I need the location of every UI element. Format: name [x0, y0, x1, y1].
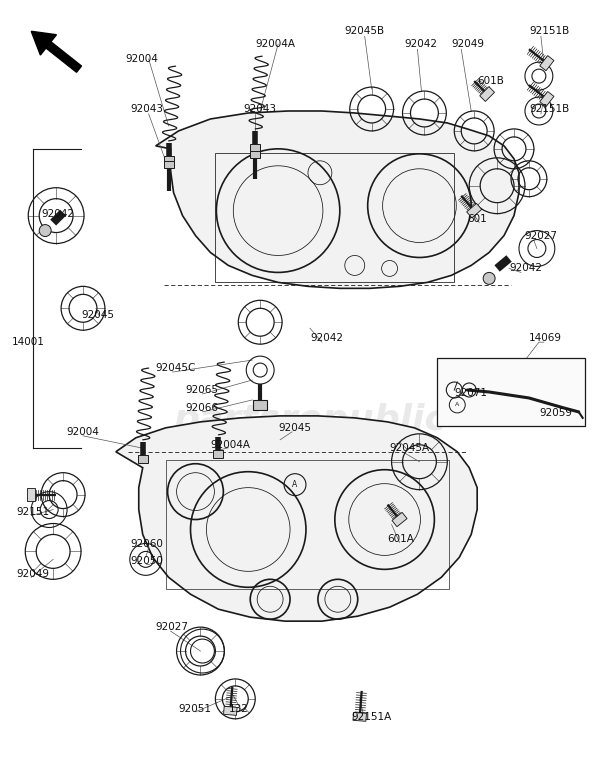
Polygon shape	[480, 87, 494, 102]
Polygon shape	[27, 488, 35, 501]
Text: 132: 132	[229, 704, 248, 714]
Text: 92060: 92060	[131, 539, 164, 549]
Bar	[437, 358, 584, 425]
Text: 92049: 92049	[16, 570, 49, 580]
Text: 92042: 92042	[509, 264, 542, 274]
Text: 92051: 92051	[179, 704, 212, 714]
Text: 92066: 92066	[185, 403, 218, 413]
Circle shape	[39, 225, 51, 236]
Bar	[164, 161, 173, 168]
Text: 92042: 92042	[404, 40, 437, 50]
Text: 92151: 92151	[16, 507, 49, 517]
Text: 92042: 92042	[310, 333, 343, 343]
Text: 601A: 601A	[388, 535, 415, 545]
Text: 601: 601	[467, 214, 487, 224]
Bar	[164, 156, 173, 164]
Text: 92043: 92043	[243, 104, 276, 114]
Text: 92065: 92065	[185, 385, 218, 395]
Text: 92151B: 92151B	[529, 26, 569, 36]
Text: 92045: 92045	[81, 310, 114, 320]
Text: 92059: 92059	[539, 408, 572, 418]
Polygon shape	[540, 91, 554, 107]
Text: 92043: 92043	[131, 104, 164, 114]
Text: 14001: 14001	[11, 337, 44, 347]
Text: 92049: 92049	[451, 40, 484, 50]
Text: 92004A: 92004A	[211, 439, 250, 449]
Text: 92050: 92050	[131, 556, 164, 567]
Polygon shape	[540, 56, 554, 71]
Text: A: A	[455, 402, 460, 408]
Polygon shape	[155, 111, 519, 288]
Text: 92004: 92004	[126, 54, 158, 64]
Text: 92045B: 92045B	[345, 26, 385, 36]
Bar	[253, 400, 267, 410]
Text: 92045: 92045	[278, 423, 311, 433]
Text: 92151A: 92151A	[352, 711, 392, 722]
Bar	[214, 449, 223, 458]
Bar	[250, 144, 260, 152]
Text: 92151B: 92151B	[529, 104, 569, 114]
Text: 14069: 14069	[529, 333, 562, 343]
Polygon shape	[224, 706, 237, 715]
Text: 92045C: 92045C	[155, 363, 196, 373]
Polygon shape	[392, 512, 407, 527]
Text: 92071: 92071	[454, 388, 487, 398]
Text: 92027: 92027	[524, 230, 557, 240]
Polygon shape	[353, 712, 367, 722]
Polygon shape	[467, 203, 482, 218]
Text: 92027: 92027	[155, 622, 188, 632]
Text: 601B: 601B	[477, 76, 504, 86]
Text: partsrepublic: partsrepublic	[173, 403, 446, 437]
Text: 92045A: 92045A	[389, 443, 430, 453]
FancyArrow shape	[31, 31, 82, 72]
Text: A: A	[292, 480, 298, 489]
Circle shape	[483, 273, 495, 284]
Bar	[250, 151, 260, 158]
Text: 92042: 92042	[41, 208, 74, 219]
Text: 92004A: 92004A	[255, 40, 295, 50]
Polygon shape	[116, 416, 477, 621]
Bar	[138, 455, 148, 463]
Text: 92004: 92004	[66, 427, 99, 437]
